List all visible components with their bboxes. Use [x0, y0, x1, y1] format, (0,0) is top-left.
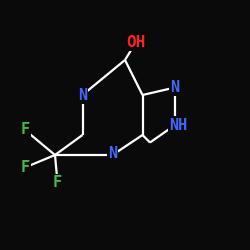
Text: OH: OH [127, 35, 146, 50]
Text: N: N [108, 146, 117, 161]
Text: F: F [20, 160, 30, 175]
Text: NH: NH [170, 118, 188, 132]
Text: F: F [20, 122, 30, 138]
Text: F: F [53, 175, 62, 190]
Text: N: N [78, 88, 87, 102]
Text: N: N [170, 80, 179, 95]
